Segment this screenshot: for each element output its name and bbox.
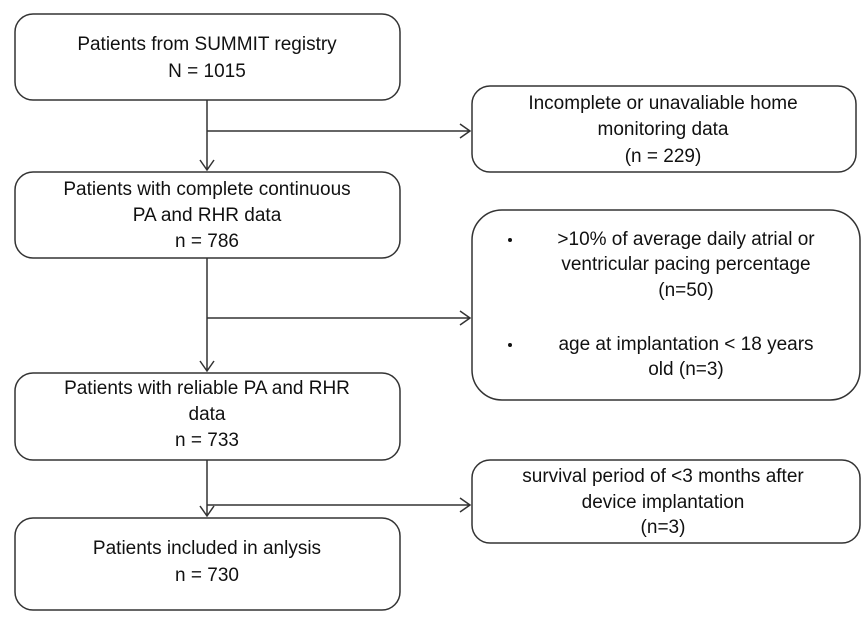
exclusion-text: Incomplete or unavaliable home	[528, 93, 797, 114]
exclusion-text: device implantation	[582, 492, 745, 513]
node-text: n = 786	[175, 231, 239, 252]
exclusion-text: survival period of <3 months after	[522, 466, 804, 487]
arrow-right	[207, 310, 472, 326]
exclusion-text: monitoring data	[598, 119, 729, 140]
exclusion-box	[471, 459, 861, 544]
node-box	[14, 171, 401, 259]
node-text: Patients with complete continuous	[63, 179, 350, 200]
node-text: Patients from SUMMIT registry	[77, 34, 337, 55]
arrow-right	[207, 123, 472, 139]
connectors	[199, 100, 472, 518]
exclusion-box	[471, 85, 857, 173]
node-texts: Patients from SUMMIT registry N = 1015 P…	[63, 34, 815, 586]
arrow-right	[207, 497, 472, 513]
bullet	[508, 343, 512, 347]
exclusion-box	[471, 209, 861, 401]
exclusion-text: age at implantation < 18 years	[558, 334, 813, 355]
exclusion-text: old (n=3)	[648, 359, 724, 380]
arrow-down	[199, 258, 215, 373]
node-text: PA and RHR data	[133, 205, 282, 226]
node-text: data	[189, 404, 226, 425]
arrow-down	[199, 100, 215, 172]
exclusion-text: (n = 229)	[625, 146, 702, 167]
node-box	[14, 372, 401, 461]
node-text: Patients with reliable PA and RHR	[64, 378, 350, 399]
arrow-down	[199, 460, 215, 518]
exclusion-text: (n=3)	[641, 517, 686, 538]
node-box	[14, 13, 401, 101]
node-text: N = 1015	[168, 61, 246, 82]
node-text: Patients included in anlysis	[93, 538, 321, 559]
exclusion-text: ventricular pacing percentage	[561, 254, 810, 275]
node-box	[14, 517, 401, 611]
exclusion-text: >10% of average daily atrial or	[557, 229, 815, 250]
bullet	[508, 238, 512, 242]
node-text: n = 730	[175, 565, 239, 586]
node-text: n = 733	[175, 430, 239, 451]
exclusion-text: (n=50)	[658, 280, 713, 301]
